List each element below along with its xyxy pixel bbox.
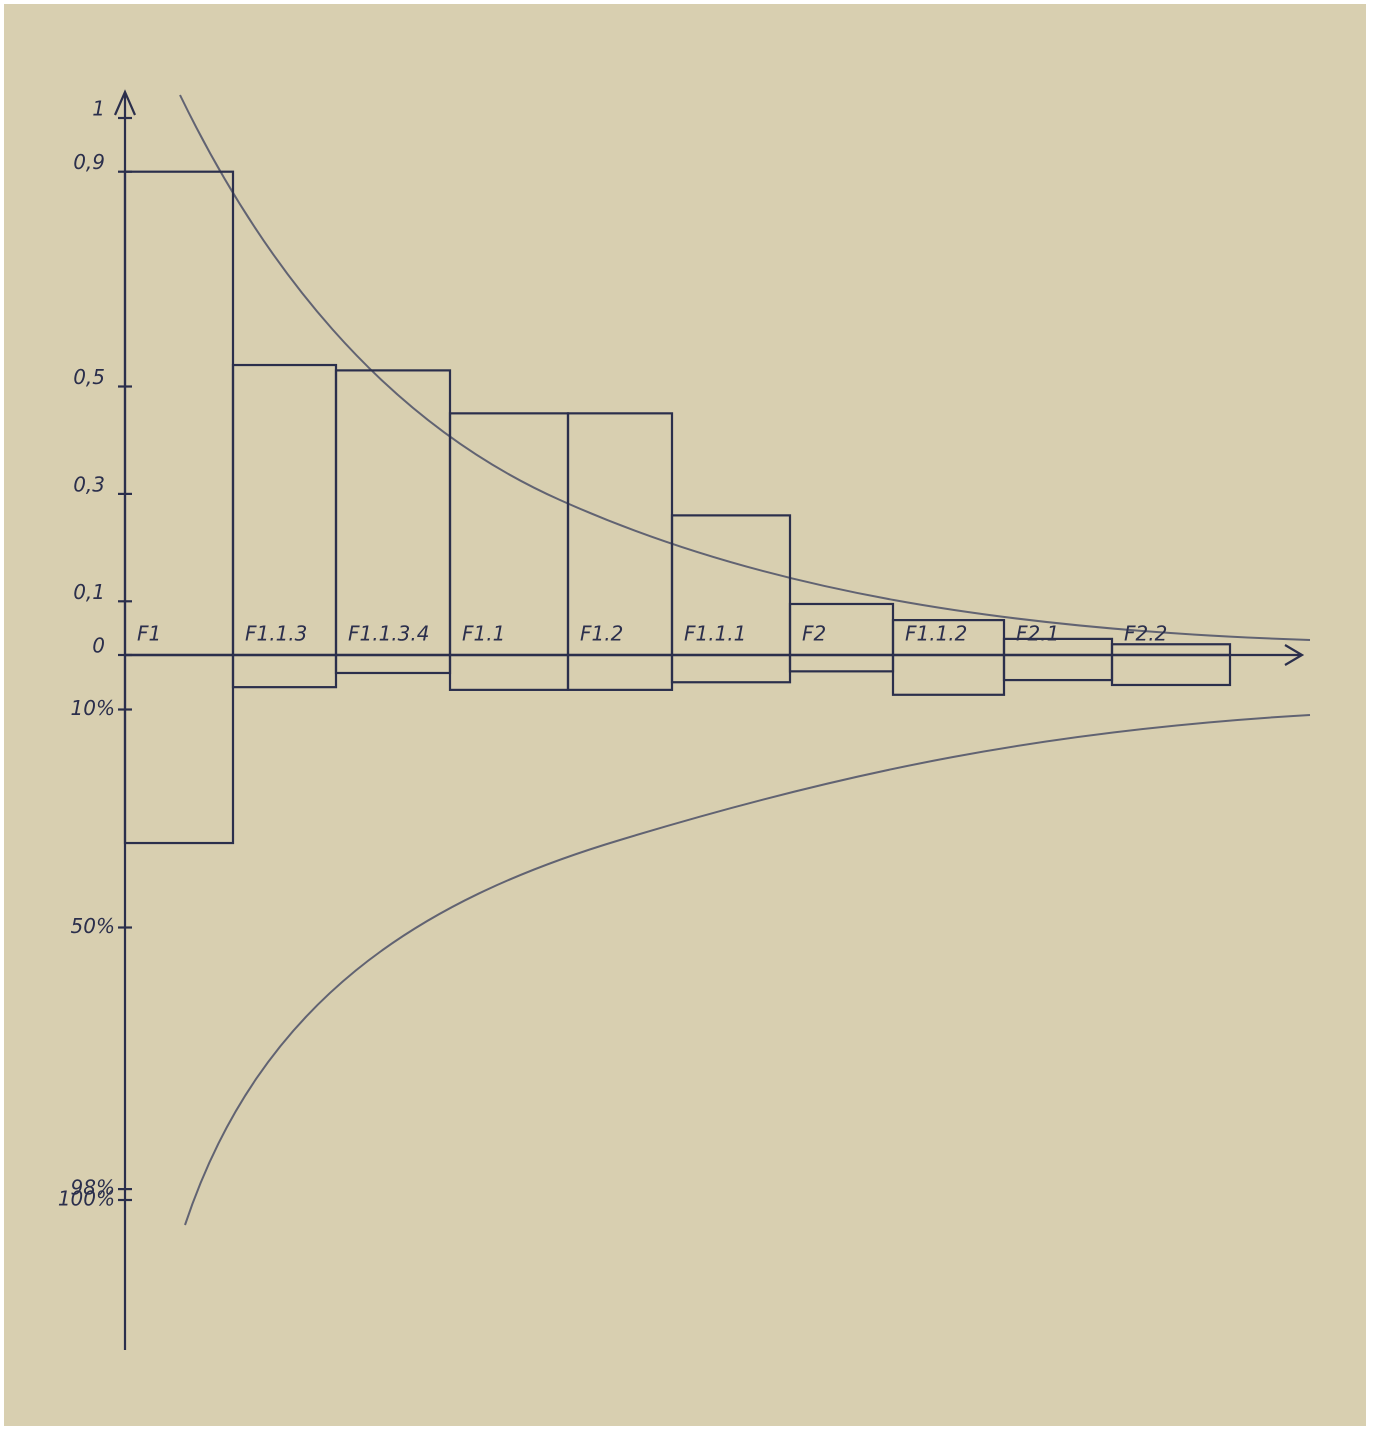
y2-tick-label: 10%	[71, 696, 115, 720]
category-label: F2.1	[1016, 622, 1059, 646]
category-label: F1.2	[580, 622, 623, 646]
category-label: F1.1	[462, 622, 505, 646]
paper	[4, 4, 1366, 1426]
category-label: F1.1.1	[684, 622, 746, 646]
y-tick-label: 0,5	[73, 365, 105, 389]
lower-curve	[184, 714, 1311, 1226]
bar	[123, 653, 235, 845]
upper-curve	[179, 94, 1311, 641]
y2-tick-label: 98%	[71, 1176, 115, 1200]
category-label: F2	[802, 622, 826, 646]
category-label: F1	[137, 622, 161, 646]
y2-tick-label: 50%	[71, 914, 115, 938]
category-label: F1.1.3.4	[348, 622, 429, 646]
category-label: F1.1.2	[905, 622, 967, 646]
bar	[1110, 653, 1232, 687]
y-tick-label: 0,1	[73, 580, 105, 604]
y-tick-label: 0,3	[73, 472, 105, 496]
category-label: F2.2	[1124, 622, 1167, 646]
y-tick-label: 0	[92, 634, 105, 658]
y2-tick-label: 100%	[58, 1187, 115, 1211]
y-tick-label: 1	[92, 97, 105, 121]
y-tick-label: 0,9	[73, 150, 105, 174]
category-label: F1.1.3	[245, 622, 307, 646]
